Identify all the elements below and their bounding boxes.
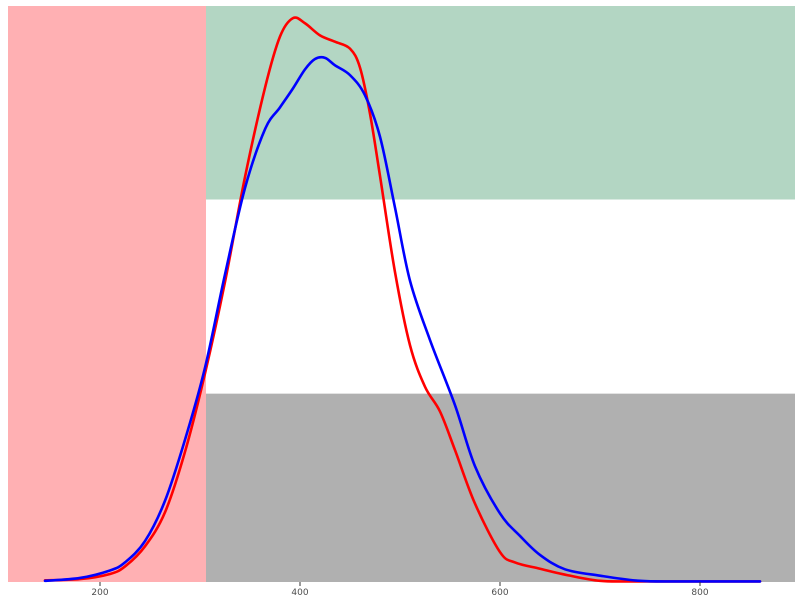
x-tick-label: 200 <box>91 588 108 598</box>
x-tick-label: 600 <box>491 588 508 598</box>
series-line-2 <box>43 55 762 583</box>
x-tick-label: 400 <box>291 588 308 598</box>
left-band <box>8 6 206 582</box>
x-axis: 200 400 600 800 <box>91 582 709 598</box>
top-band <box>206 6 795 200</box>
series-line-1 <box>43 16 762 583</box>
middle-band <box>206 199 795 394</box>
series-layer <box>43 16 762 583</box>
x-tick-label: 800 <box>691 588 708 598</box>
background-bands <box>8 6 795 582</box>
